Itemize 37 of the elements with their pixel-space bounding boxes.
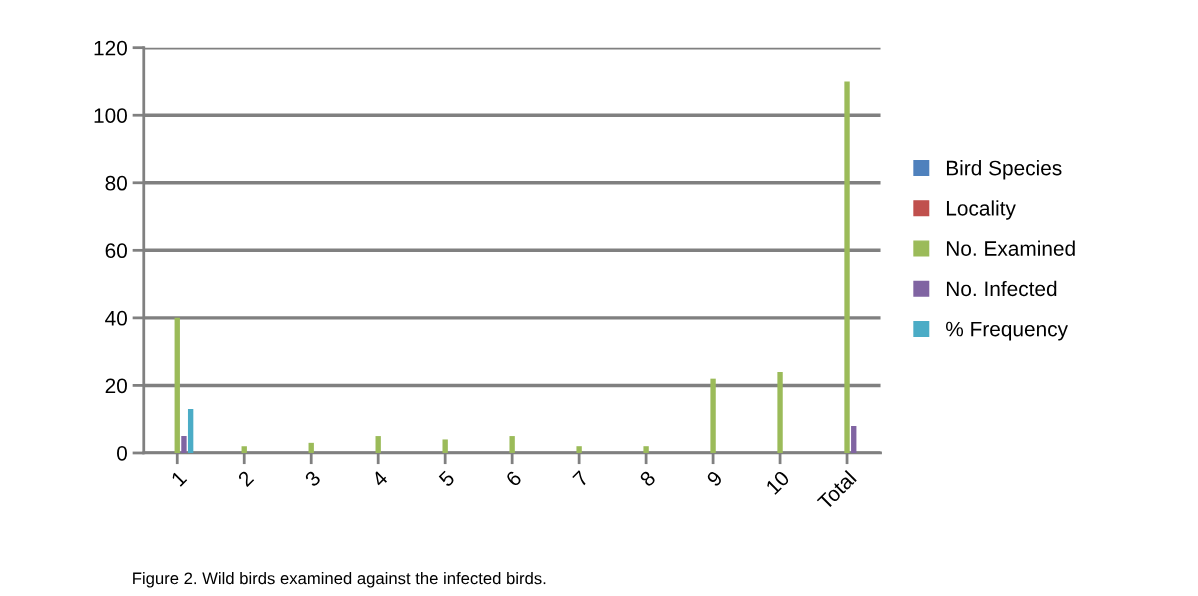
bar xyxy=(777,371,783,453)
bar xyxy=(181,436,187,453)
bar xyxy=(241,446,247,453)
caption: Figure 2. Wild birds examined against the infected birds. xyxy=(133,572,546,588)
x-tick-label: 7 xyxy=(572,470,590,488)
bar xyxy=(442,439,448,453)
x-tick-label: 1 xyxy=(170,470,188,487)
bar xyxy=(187,409,194,453)
bar xyxy=(576,446,582,453)
x-tick-label: 6 xyxy=(505,469,523,488)
legend-label: % Frequency xyxy=(946,321,1068,341)
legend-label: No. Infected xyxy=(946,280,1057,297)
bar xyxy=(509,436,515,453)
x-tick-label: 3 xyxy=(303,469,322,488)
y-tick-label: 80 xyxy=(105,175,127,191)
bar xyxy=(851,425,857,453)
x-tick-label: 2 xyxy=(237,470,255,488)
bar xyxy=(308,442,314,453)
bar xyxy=(643,446,649,453)
y-tick-label: 40 xyxy=(105,310,127,326)
bar xyxy=(844,81,850,453)
x-tick-label: 10 xyxy=(765,469,791,496)
bar xyxy=(174,317,180,453)
x-tick-label: 8 xyxy=(638,469,657,488)
legend-label: Bird Species xyxy=(946,160,1062,180)
bar xyxy=(710,378,716,453)
x-tick-label: 4 xyxy=(370,469,389,488)
y-tick-label: 20 xyxy=(105,378,127,394)
y-tick-label: 0 xyxy=(117,445,127,461)
legend-label: No. Examined xyxy=(946,240,1075,256)
y-tick-label: 100 xyxy=(94,108,127,123)
bar xyxy=(375,436,381,453)
y-tick-label: 120 xyxy=(94,40,127,56)
x-tick-label: 9 xyxy=(705,470,724,488)
legend-label: Locality xyxy=(946,200,1016,220)
x-tick-label: 5 xyxy=(438,470,456,488)
y-tick-label: 60 xyxy=(105,243,127,259)
